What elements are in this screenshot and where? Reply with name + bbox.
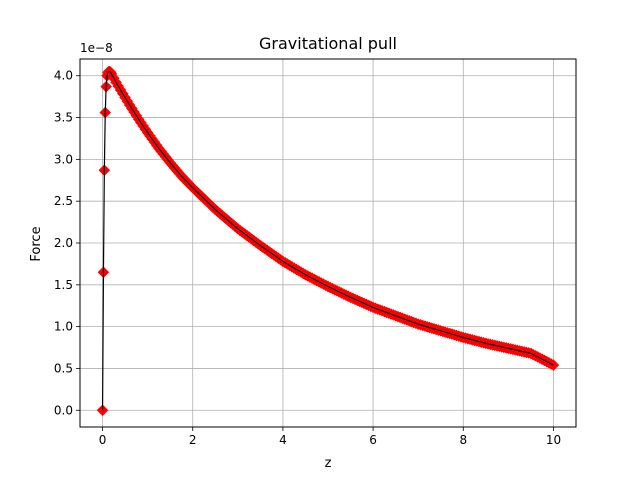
y-axis-label: Force	[29, 226, 44, 261]
y-axis-ticks: 0.0 0.5 1.0 1.5 2.0 2.5 3.0 3.5 4.0	[54, 69, 80, 417]
y-tick-label: 3.0	[54, 152, 73, 166]
x-tick-label: 2	[189, 433, 197, 447]
y-tick-label: 0.0	[54, 403, 73, 417]
x-axis-ticks: 0 2 4 6 8 10	[99, 427, 561, 447]
y-tick-label: 3.5	[54, 111, 73, 125]
y-tick-label: 2.0	[54, 236, 73, 250]
x-tick-label: 6	[369, 433, 377, 447]
y-tick-label: 0.5	[54, 361, 73, 375]
x-tick-label: 4	[279, 433, 287, 447]
y-tick-label: 1.5	[54, 278, 73, 292]
plot-data	[96, 65, 560, 417]
x-axis-label: z	[325, 456, 332, 471]
x-tick-label: 10	[546, 433, 561, 447]
chart-title: Gravitational pull	[259, 34, 397, 53]
series-line	[101, 70, 554, 411]
y-tick-label: 4.0	[54, 69, 73, 83]
x-tick-label: 0	[99, 433, 107, 447]
x-tick-label: 8	[459, 433, 467, 447]
y-tick-label: 2.5	[54, 194, 73, 208]
grid	[80, 59, 576, 427]
data-point-marker	[96, 404, 109, 417]
y-axis-offset-label: 1e−8	[80, 41, 113, 55]
y-tick-label: 1.0	[54, 320, 73, 334]
